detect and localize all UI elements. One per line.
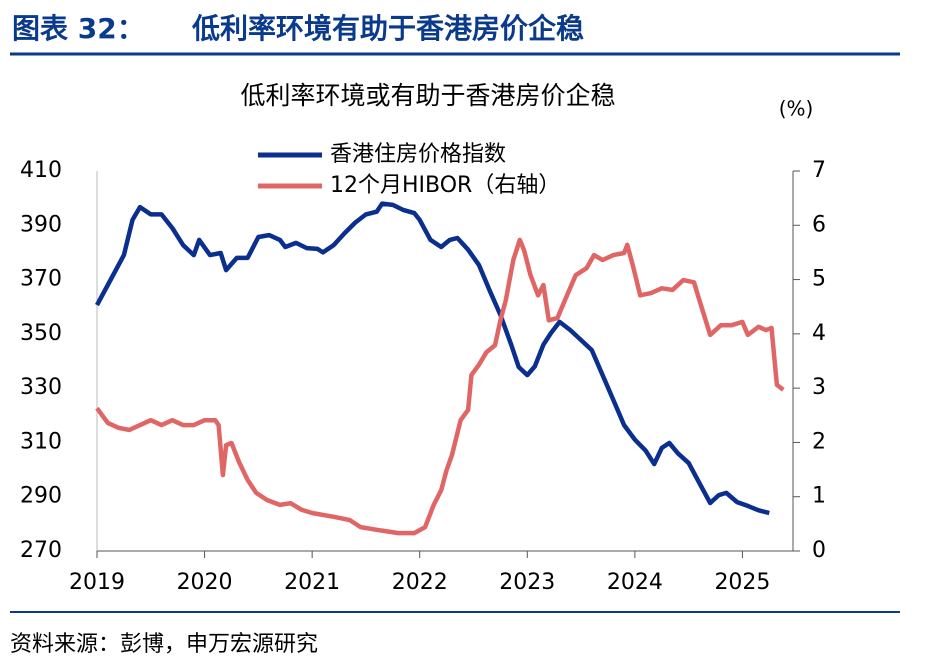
header-title: 低利率环境有助于香港房价企稳 bbox=[191, 12, 584, 45]
y2-tick-label: 1 bbox=[812, 484, 826, 509]
x-tick-label: 2025 bbox=[714, 570, 770, 595]
y-tick-label: 350 bbox=[20, 321, 62, 346]
y-tick-label: 390 bbox=[20, 212, 62, 237]
y2-tick-label: 4 bbox=[812, 321, 826, 346]
x-tick-label: 2022 bbox=[392, 570, 448, 595]
y2-unit: (%) bbox=[779, 97, 814, 121]
y-tick-label: 290 bbox=[20, 484, 62, 509]
y2-tick-label: 3 bbox=[812, 375, 826, 400]
series-line bbox=[95, 237, 785, 536]
x-tick-label: 2019 bbox=[69, 570, 125, 595]
series-line bbox=[95, 201, 770, 516]
y-tick-label: 410 bbox=[20, 158, 62, 183]
y-tick-label: 370 bbox=[20, 267, 62, 292]
legend-label: 香港住房价格指数 bbox=[330, 142, 506, 167]
header-label: 图表 32： bbox=[12, 12, 145, 45]
y2-tick-label: 6 bbox=[812, 212, 826, 237]
y2-tick-label: 5 bbox=[812, 267, 826, 292]
y-tick-label: 310 bbox=[20, 429, 62, 454]
y-tick-label: 270 bbox=[20, 538, 62, 563]
x-tick-label: 2023 bbox=[499, 570, 555, 595]
x-tick-label: 2020 bbox=[177, 570, 233, 595]
y2-tick-label: 0 bbox=[812, 538, 826, 563]
source: 资料来源：彭博，申万宏源研究 bbox=[10, 632, 318, 657]
y2-tick-label: 2 bbox=[812, 429, 826, 454]
x-tick-label: 2021 bbox=[284, 570, 340, 595]
x-tick-label: 2024 bbox=[607, 570, 663, 595]
legend-label: 12个月HIBOR（右轴） bbox=[330, 173, 560, 198]
chart-title: 低利率环境或有助于香港房价企稳 bbox=[240, 81, 615, 110]
y-tick-label: 330 bbox=[20, 375, 62, 400]
y2-tick-label: 7 bbox=[812, 158, 826, 183]
